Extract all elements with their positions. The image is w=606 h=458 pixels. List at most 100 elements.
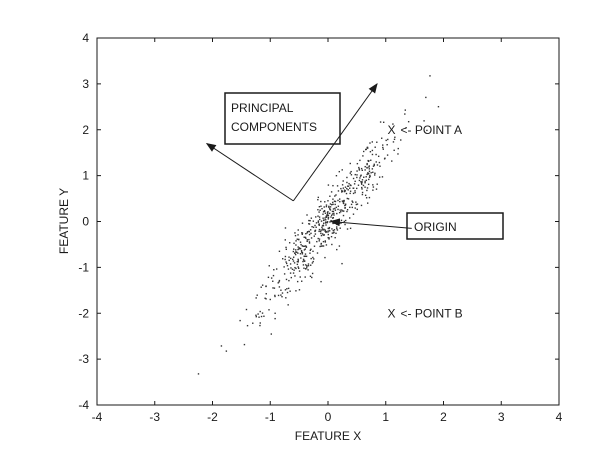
scatter-point [323, 209, 326, 212]
scatter-point [368, 168, 371, 170]
scatter-point [370, 172, 372, 174]
scatter-point [356, 203, 359, 205]
scatter-point [340, 219, 343, 222]
scatter-point [293, 248, 295, 250]
scatter-point [387, 138, 389, 141]
scatter-point [297, 259, 299, 261]
scatter-point [273, 287, 276, 289]
scatter-point [331, 210, 334, 213]
scatter-point [332, 203, 334, 206]
scatter-point [342, 202, 345, 205]
y-tick-label: 1 [82, 169, 89, 183]
scatter-point [256, 294, 258, 296]
scatter-point [321, 245, 323, 247]
scatter-point [285, 262, 288, 265]
scatter-point [374, 146, 376, 148]
scatter-point [358, 169, 361, 171]
scatter-point [302, 259, 305, 261]
point-a-annotation: X <- POINT A [388, 123, 462, 137]
scatter-point [306, 240, 308, 243]
scatter-point [295, 240, 297, 242]
scatter-point [306, 239, 308, 241]
scatter-point [343, 200, 345, 202]
scatter-point [288, 259, 290, 262]
scatter-point [364, 169, 366, 171]
scatter-point [322, 211, 325, 213]
scatter-point [297, 234, 299, 236]
scatter-point [404, 109, 406, 111]
scatter-point [397, 147, 399, 150]
scatter-point [265, 285, 267, 287]
scatter-point [326, 212, 329, 214]
scatter-point [336, 212, 338, 215]
scatter-point [301, 245, 303, 247]
scatter-point [338, 222, 341, 225]
scatter-point [371, 153, 374, 156]
scatter-point [245, 308, 248, 311]
scatter-point [367, 159, 369, 162]
scatter-point [265, 293, 267, 295]
scatter-point [327, 184, 330, 186]
scatter-point [291, 268, 294, 270]
scatter-point [386, 154, 389, 156]
scatter-point [365, 179, 368, 182]
scatter-point [289, 263, 292, 265]
scatter-point [349, 227, 352, 230]
scatter-point [391, 160, 393, 162]
scatter-point [298, 289, 301, 291]
scatter-point [309, 275, 312, 277]
scatter-point [356, 170, 358, 172]
scatter-point [352, 192, 355, 195]
scatter-point [360, 167, 363, 170]
scatter-point [318, 224, 320, 226]
scatter-point [327, 230, 329, 232]
scatter-point [344, 190, 347, 192]
scatter-point [344, 204, 347, 206]
scatter-point [407, 120, 410, 123]
scatter-point [345, 192, 348, 195]
scatter-point [374, 174, 376, 176]
scatter-point [297, 267, 300, 269]
scatter-point [309, 229, 312, 231]
scatter-point [361, 186, 363, 189]
scatter-point [275, 268, 278, 270]
scatter-point [319, 218, 321, 221]
scatter-point [329, 195, 331, 197]
scatter-point [337, 190, 340, 192]
scatter-point [358, 179, 361, 182]
scatter-point [377, 155, 380, 158]
scatter-point [356, 208, 358, 211]
scatter-point [340, 222, 342, 224]
scatter-point [346, 176, 348, 179]
scatter-point [327, 227, 329, 230]
scatter-point [315, 216, 317, 218]
scatter-point [344, 207, 346, 209]
scatter-point [373, 164, 375, 167]
scatter-point [356, 174, 358, 176]
scatter-point [308, 233, 311, 236]
scatter-point [295, 251, 297, 253]
scatter-point [361, 179, 364, 181]
scatter-point [362, 184, 365, 187]
scatter-point [309, 252, 311, 254]
scatter-point [371, 149, 374, 152]
scatter-point [297, 229, 299, 231]
scatter-point [326, 214, 328, 216]
data-points [197, 75, 440, 375]
scatter-point [350, 170, 352, 173]
scatter-point [320, 220, 323, 222]
principal-component-minor-arrow [205, 142, 294, 202]
scatter-point [372, 165, 375, 167]
scatter-point [361, 188, 363, 190]
scatter-point [354, 191, 356, 194]
scatter-point [356, 162, 359, 165]
scatter-point [331, 243, 333, 246]
scatter-point [308, 238, 310, 241]
scatter-point [361, 169, 363, 171]
scatter-point [356, 176, 358, 179]
scatter-point [327, 218, 330, 220]
principal-components-label-line2: COMPONENTS [231, 120, 317, 134]
scatter-point [197, 373, 200, 375]
scatter-point [325, 219, 327, 221]
scatter-point [349, 217, 351, 219]
